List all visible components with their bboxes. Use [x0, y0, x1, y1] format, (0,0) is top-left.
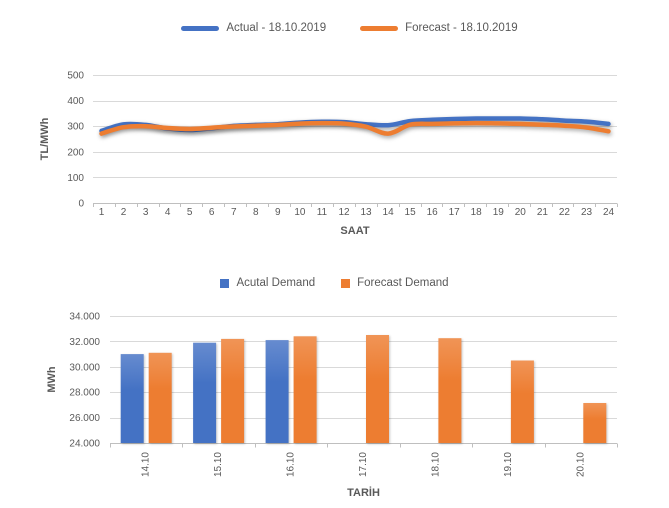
price-line-chart[interactable]: Actual - 18.10.2019 Forecast - 18.10.201… [0, 0, 669, 252]
forecast-demand-bar-15.10 [221, 338, 245, 443]
forecast-demand-bar-20.10 [583, 403, 607, 443]
legend-item-forecast-price: Forecast - 18.10.2019 [360, 22, 518, 35]
bar-chart-plot-area: 24.000 26.000 28.000 30.000 32.000 34.000 14.1… [0, 298, 669, 508]
legend-label-forecast-demand: Forecast Demand [357, 277, 449, 289]
line-chart-legend: Actual - 18.10.2019 Forecast - 18.10.201… [15, 22, 669, 35]
bar-chart-svg: 24.000 26.000 28.000 30.000 32.000 34.000 14.1… [46, 312, 618, 499]
hour-tick-label: 9 [275, 207, 281, 218]
demand-y-tick-label: 30.000 [69, 362, 100, 373]
hour-tick-label: 1 [99, 207, 105, 218]
hour-tick-label: 13 [360, 207, 372, 218]
hour-tick-label: 10 [294, 207, 306, 218]
legend-label-actual-price: Actual - 18.10.2019 [226, 22, 327, 34]
date-tick-label: 14.10 [141, 452, 152, 477]
actual-demand-bar-14.10 [120, 354, 144, 443]
date-tick-label: 20.10 [575, 452, 586, 477]
demand-y-tick-label: 26.000 [69, 413, 100, 424]
demand-y-tick-label: 24.000 [69, 439, 100, 450]
hour-tick-label: 23 [581, 207, 593, 218]
hour-tick-label: 22 [559, 207, 571, 218]
demand-y-tick-label: 32.000 [69, 337, 100, 348]
hour-tick-label: 21 [537, 207, 549, 218]
price-y-tick-label: 500 [67, 71, 84, 82]
demand-y-tick-label: 28.000 [69, 388, 100, 399]
y-axis-title-tlmwh: TL/MWh [39, 117, 51, 160]
hour-tick-label: 17 [449, 207, 461, 218]
date-tick-label: 17.10 [358, 452, 369, 477]
price-y-tick-label: 0 [78, 199, 84, 210]
hour-tick-label: 6 [209, 207, 215, 218]
date-tick-label: 15.10 [213, 452, 224, 477]
hour-tick-label: 8 [253, 207, 259, 218]
hour-tick-label: 15 [405, 207, 417, 218]
forecast-demand-bar-14.10 [148, 352, 172, 443]
actual-demand-swatch-icon [220, 279, 230, 288]
legend-label-forecast-price: Forecast - 18.10.2019 [405, 22, 518, 34]
hour-tick-label: 16 [427, 207, 439, 218]
hour-tick-label: 18 [471, 207, 483, 218]
forecast-demand-bar-17.10 [366, 335, 389, 443]
hour-tick-label: 3 [143, 207, 149, 218]
date-tick-label: 18.10 [430, 452, 441, 477]
price-y-tick-label: 300 [67, 122, 84, 133]
actual-line-swatch-icon [181, 26, 220, 31]
hour-tick-label: 24 [603, 207, 615, 218]
line-chart-gridlines [93, 75, 618, 207]
hour-tick-label: 5 [187, 207, 193, 218]
forecast-demand-swatch-icon [341, 279, 351, 288]
hour-tick-label: 2 [121, 207, 127, 218]
forecast-demand-bar-16.10 [293, 336, 317, 443]
demand-y-tick-label: 34.000 [69, 312, 100, 323]
legend-item-forecast-demand: Forecast Demand [341, 277, 449, 290]
hour-tick-label: 11 [317, 207, 328, 218]
hour-tick-label: 19 [493, 207, 505, 218]
hour-tick-label: 20 [515, 207, 527, 218]
line-chart-plot-area: 0 100 200 300 400 500 1 2 3 4 5 6 7 8 9 10 11 12 13 14 15 16 1… [0, 40, 669, 252]
date-tick-label: 19.10 [503, 452, 514, 477]
forecast-price-line-series [99, 120, 611, 136]
legend-item-actual-demand: Acutal Demand [220, 277, 315, 290]
actual-demand-bar-15.10 [193, 342, 217, 443]
actual-demand-bar-16.10 [265, 340, 289, 443]
x-axis-title-saat: SAAT [340, 225, 369, 237]
hour-tick-label: 14 [383, 207, 395, 218]
price-y-tick-label: 200 [67, 147, 84, 158]
hour-tick-label: 4 [165, 207, 171, 218]
forecast-line-swatch-icon [360, 26, 399, 31]
date-tick-label: 16.10 [286, 452, 297, 477]
forecast-demand-bar-19.10 [510, 360, 534, 443]
hour-tick-label: 7 [231, 207, 237, 218]
bar-chart-legend: Acutal Demand Forecast Demand [0, 277, 669, 290]
price-y-tick-label: 400 [67, 96, 84, 107]
legend-label-actual-demand: Acutal Demand [236, 277, 316, 289]
hour-tick-label: 12 [338, 207, 350, 218]
y-axis-title-mwh: MWh [46, 366, 58, 393]
bar-chart-gridlines [110, 316, 618, 448]
legend-item-actual-price: Actual - 18.10.2019 [181, 22, 326, 35]
forecast-demand-bar-18.10 [438, 338, 462, 443]
x-axis-title-tarih: TARİH [347, 486, 380, 499]
demand-bar-chart[interactable]: Acutal Demand Forecast Demand 24.000 26.0… [0, 252, 669, 508]
price-y-tick-label: 100 [67, 173, 84, 184]
